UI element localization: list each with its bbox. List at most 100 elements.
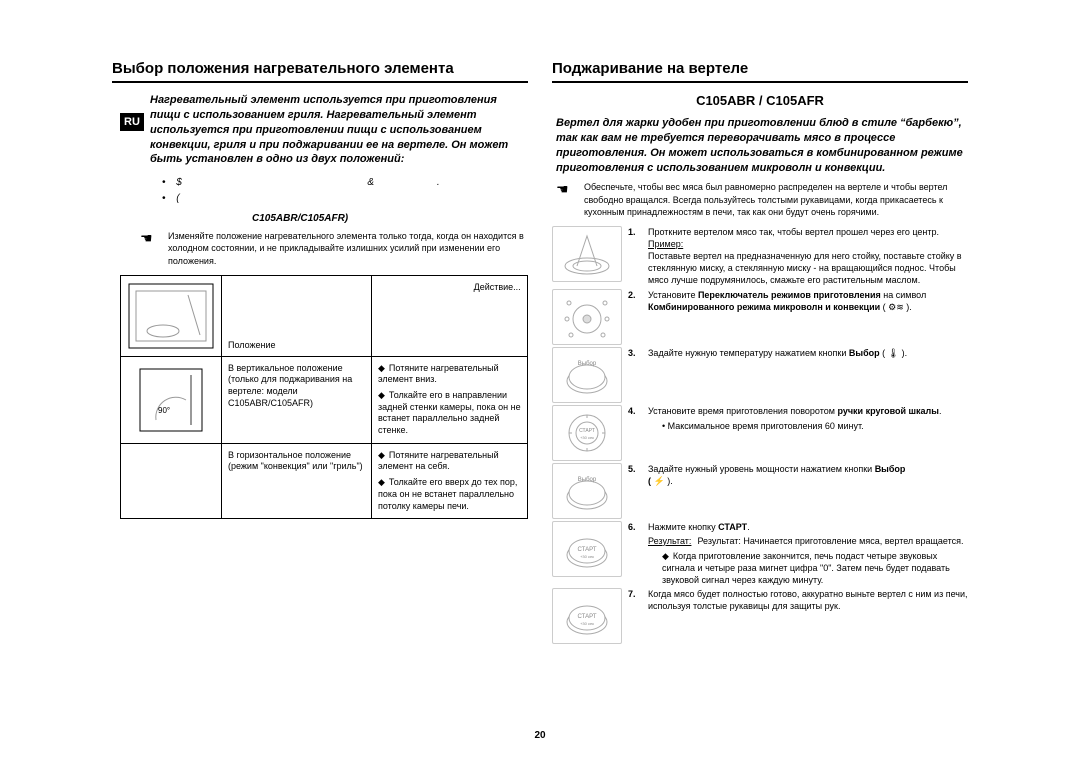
s3b: Выбор	[849, 348, 880, 358]
row2-icon-cell	[121, 444, 221, 518]
step-6-text: Нажмите кнопку СТАРТ. Результат: Результ…	[648, 521, 968, 587]
row2-position: В горизонтальное положение (режим "конве…	[221, 444, 371, 518]
row2-action-1: Потяните нагревательный элемент на себя.	[378, 450, 521, 473]
left-hand-note: ☚ Изменяйте положение нагревательного эл…	[140, 230, 528, 266]
bullet-1-b: &	[367, 177, 374, 188]
position-table: Положение Действие... 90° В вертикальное…	[120, 275, 528, 520]
table-row: 90° В вертикальное положение (только для…	[121, 357, 527, 444]
vertical-position-icon: 90°	[136, 365, 206, 435]
th-label-2: Положение	[228, 340, 276, 350]
right-column: Поджаривание на вертеле C105ABR / C105AF…	[552, 60, 968, 644]
step-number: 7.	[628, 588, 642, 644]
page-columns: Выбор положения нагревательного элемента…	[112, 60, 968, 644]
s5a: Задайте нужный уровень мощности нажатием…	[648, 464, 875, 474]
step-2-text: Установите Переключатель режимов пригото…	[648, 289, 968, 345]
th-label-3: Действие...	[474, 282, 521, 292]
th-illustration	[121, 276, 221, 356]
select-button-icon: Выбор	[552, 463, 622, 519]
step-number: 5.	[628, 463, 642, 519]
bullet-1: $ & .	[162, 175, 528, 191]
th-position: Положение	[221, 276, 371, 356]
s6-diamond: Когда приготовление закончится, печь под…	[662, 550, 968, 586]
bullet-1-a: $	[176, 177, 182, 188]
s5b: Выбор	[875, 464, 906, 474]
hand-icon: ☚	[556, 181, 576, 217]
table-row: В горизонтальное положение (режим "конве…	[121, 444, 527, 518]
s6b: СТАРТ	[718, 522, 747, 532]
svg-text:+30 сек: +30 сек	[580, 435, 594, 440]
step-7-text: Когда мясо будет полностью готово, аккур…	[648, 588, 968, 644]
step-7: СТАРТ+30 сек 7. Когда мясо будет полност…	[552, 588, 968, 644]
svg-text:СТАРТ: СТАРТ	[579, 428, 595, 434]
row1-action-1: Потяните нагревательный элемент вниз.	[378, 363, 521, 386]
select-button-icon: Выбор	[552, 347, 622, 403]
row1-action-2: Толкайте его в направлении задней стенки…	[378, 390, 521, 437]
step-5-text: Задайте нужный уровень мощности нажатием…	[648, 463, 968, 519]
left-bullets: $ & . (	[162, 175, 528, 207]
step-number: 4.	[628, 405, 642, 461]
s3a: Задайте нужную температуру нажатием кноп…	[648, 348, 849, 358]
right-hand-note: ☚ Обеспечьте, чтобы вес мяса был равноме…	[556, 181, 968, 217]
s2c: на символ	[881, 290, 926, 300]
left-intro: Нагревательный элемент используется при …	[150, 93, 528, 167]
oven-icon	[128, 283, 214, 349]
step-number: 1.	[628, 226, 642, 287]
s3d: ).	[899, 348, 907, 358]
step-3: Выбор 3. Задайте нужную температуру нажа…	[552, 347, 968, 403]
step-number: 3.	[628, 347, 642, 403]
s1-example-label: Пример:	[648, 239, 683, 249]
table-head: Положение Действие...	[121, 276, 527, 357]
left-section-title: Выбор положения нагревательного элемента	[112, 60, 528, 83]
th-action: Действие...	[371, 276, 527, 356]
s4a: Установите время приготовления поворотом	[648, 406, 837, 416]
svg-text:Выбор: Выбор	[578, 477, 597, 483]
spit-holder-icon	[552, 226, 622, 282]
s2b: Переключатель режимов приготовления	[698, 290, 881, 300]
right-hand-text: Обеспечьте, чтобы вес мяса был равномерн…	[584, 181, 968, 217]
timer-dial-icon: СТАРТ+30 сек	[552, 405, 622, 461]
s6-result: Результат: Начинается приготовление мяса…	[697, 535, 968, 547]
s6-result-label: Результат:	[648, 535, 691, 547]
hand-icon: ☚	[140, 230, 160, 266]
row2-action: Потяните нагревательный элемент на себя.…	[371, 444, 527, 518]
bullet-2: (	[162, 191, 528, 207]
bullet-2-a: (	[176, 193, 179, 204]
left-column: Выбор положения нагревательного элемента…	[112, 60, 528, 644]
row2-action-2: Толкайте его вверх до тех пор, пока он н…	[378, 477, 521, 512]
steps-list: 1. Проткните вертелом мясо так, чтобы ве…	[552, 226, 968, 644]
s4b: ручки круговой шкалы	[837, 406, 939, 416]
right-intro: Вертел для жарки удобен при приготовлени…	[556, 116, 968, 175]
s4c: .	[939, 406, 942, 416]
right-section-title: Поджаривание на вертеле	[552, 60, 968, 83]
step-4: СТАРТ+30 сек 4. Установите время пригото…	[552, 405, 968, 461]
svg-text:СТАРТ: СТАРТ	[578, 614, 597, 620]
start-button-icon: СТАРТ+30 сек	[552, 521, 622, 577]
step-1: 1. Проткните вертелом мясо так, чтобы ве…	[552, 226, 968, 287]
s6c: .	[747, 522, 750, 532]
svg-text:СТАРТ: СТАРТ	[578, 547, 597, 553]
model-subtitle: C105ABR / C105AFR	[552, 93, 968, 108]
svg-text:90°: 90°	[158, 406, 170, 415]
page-number: 20	[0, 730, 1080, 741]
step-number: 2.	[628, 289, 642, 345]
svg-text:Выбор: Выбор	[578, 361, 597, 367]
s6a: Нажмите кнопку	[648, 522, 718, 532]
s3c: (	[880, 348, 888, 358]
s2a: Установите	[648, 290, 698, 300]
step-1-text: Проткните вертелом мясо так, чтобы верте…	[648, 226, 968, 287]
language-badge: RU	[120, 113, 144, 131]
s2f: ).	[904, 302, 912, 312]
s4-sub: Максимальное время приготовления 60 мину…	[668, 421, 864, 431]
left-hand-text: Изменяйте положение нагревательного элем…	[168, 230, 528, 266]
s2d: Комбинированного режима микроволн и конв…	[648, 302, 880, 312]
svg-text:+30 сек: +30 сек	[580, 554, 594, 559]
s5c: (	[648, 476, 654, 486]
row1-icon-cell: 90°	[121, 357, 221, 443]
step-number: 6.	[628, 521, 642, 587]
s5d: ).	[665, 476, 673, 486]
mode-dial-icon	[552, 289, 622, 345]
s1-main: Проткните вертелом мясо так, чтобы верте…	[648, 227, 939, 237]
start-button-icon: СТАРТ+30 сек	[552, 588, 622, 644]
model-note: C105ABR/C105AFR)	[252, 213, 528, 224]
step-5: Выбор 5. Задайте нужный уровень мощности…	[552, 463, 968, 519]
